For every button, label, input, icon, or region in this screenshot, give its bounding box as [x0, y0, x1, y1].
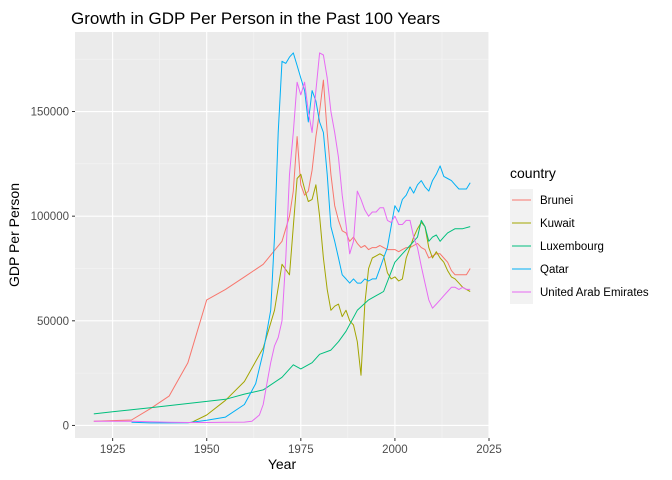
legend-label: United Arab Emirates — [540, 287, 649, 299]
legend-label: Brunei — [540, 195, 573, 207]
legend-label: Luxembourg — [540, 241, 604, 253]
plot-panel — [75, 32, 489, 438]
y-tick-label: 100000 — [31, 211, 69, 223]
series-line-qatar — [131, 52, 471, 424]
x-axis-title: Year — [268, 456, 297, 472]
y-axis: 0 50000 100000 150000 — [31, 107, 75, 432]
x-axis: 1925 1950 1975 2000 2025 — [100, 438, 502, 456]
legend-label: Qatar — [540, 264, 569, 276]
series-line-brunei — [93, 79, 471, 422]
y-tick-label: 150000 — [31, 107, 69, 119]
y-tick-label: 0 — [63, 420, 69, 432]
y-axis-title: GDP Per Person — [6, 183, 22, 287]
x-tick-label: 2025 — [476, 444, 502, 456]
legend-label: Kuwait — [540, 218, 575, 230]
chart-title: Growth in GDP Per Person in the Past 100… — [71, 9, 440, 28]
x-tick-label: 2000 — [382, 444, 408, 456]
legend-title: country — [510, 165, 556, 181]
y-tick-label: 50000 — [37, 316, 69, 328]
legend: country Brunei Kuwait Luxembourg Qatar Unite… — [510, 165, 649, 304]
x-tick-label: 1950 — [194, 444, 220, 456]
series-lines — [93, 52, 471, 424]
series-line-united-arab-emirates — [93, 52, 471, 423]
series-line-kuwait — [191, 173, 471, 423]
grid-minor — [75, 32, 489, 438]
x-tick-label: 1975 — [288, 444, 314, 456]
series-line-luxembourg — [93, 219, 471, 415]
x-tick-label: 1925 — [100, 444, 126, 456]
